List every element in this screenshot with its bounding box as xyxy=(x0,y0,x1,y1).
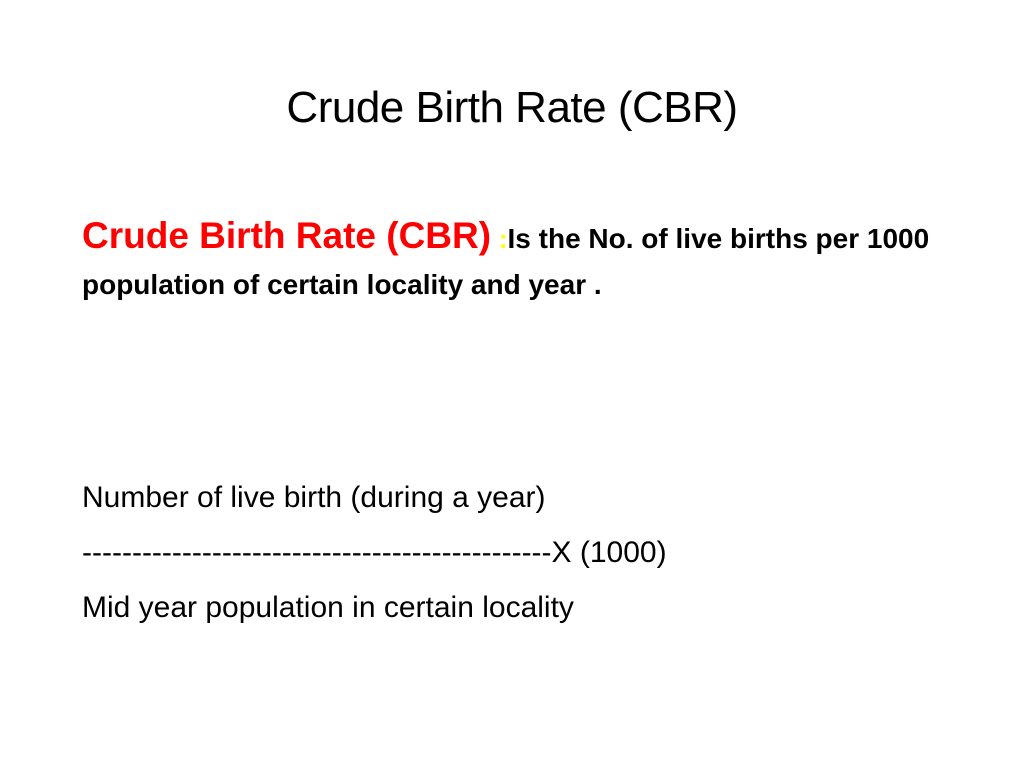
slide-title: Crude Birth Rate (CBR) xyxy=(286,83,738,132)
definition-term: Crude Birth Rate (CBR) xyxy=(82,215,492,256)
definition-paragraph: Crude Birth Rate (CBR) :Is the No. of li… xyxy=(82,213,942,307)
formula-denominator: Mid year population in certain locality xyxy=(82,591,574,624)
formula-divider: ----------------------------------------… xyxy=(82,536,667,569)
cbr-formula: Number of live birth (during a year) ---… xyxy=(82,470,982,635)
definition-text: Is the No. of live births per 1000 popul… xyxy=(82,223,930,300)
formula-numerator: Number of live birth (during a year) xyxy=(82,481,546,514)
definition-colon: : xyxy=(498,224,508,254)
